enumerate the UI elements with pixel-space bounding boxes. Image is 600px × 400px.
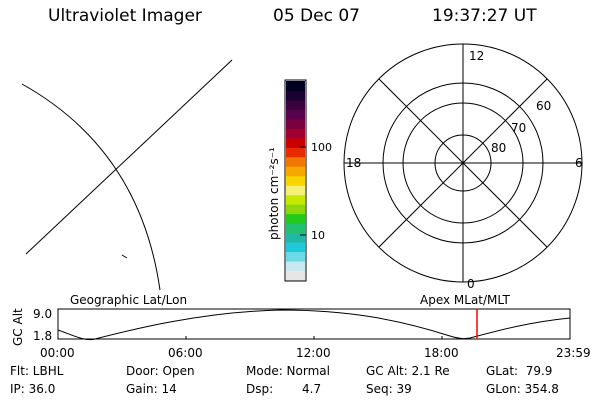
dsp-label: Dsp: — [246, 382, 274, 396]
color-bar — [286, 81, 305, 281]
color-bar-tick-high-label: 100 — [311, 141, 332, 154]
lat-label-70: 70 — [511, 121, 526, 135]
mode-status: Mode: Normal — [246, 364, 330, 378]
instrument-title: Ultraviolet Imager — [48, 6, 202, 26]
color-bar-swatch — [286, 194, 305, 205]
color-bar-unit-label: photon cm⁻²s⁻¹ — [267, 147, 281, 240]
color-bar-swatch — [286, 261, 305, 272]
geographic-grid-arc — [21, 83, 161, 291]
x-tick-1200: 12:00 — [296, 346, 331, 360]
color-bar-swatch — [286, 213, 305, 224]
color-bar-swatch — [286, 185, 305, 196]
time-label: 19:37:27 UT — [432, 6, 537, 26]
color-bar-swatch — [286, 242, 305, 253]
color-bar-swatch — [286, 204, 305, 215]
color-bar-swatch — [286, 137, 305, 148]
mlt-label-0: 0 — [467, 277, 475, 291]
color-bar-swatch — [286, 251, 305, 262]
timeline-x-ticks — [185, 336, 443, 339]
x-tick-2359: 23:59 — [556, 346, 591, 360]
glon-status: GLon: 354.8 — [486, 382, 559, 396]
polar-plot — [343, 43, 583, 283]
lat-label-80: 80 — [491, 141, 506, 155]
color-bar-swatch — [286, 223, 305, 234]
color-bar-swatch — [286, 232, 305, 243]
color-bar-swatch — [286, 270, 305, 281]
y-tick-low: 1.8 — [33, 329, 52, 343]
color-bar-tick-low-label: 10 — [311, 229, 325, 242]
x-tick-0000: 00:00 — [40, 346, 75, 360]
ip-status: IP: 36.0 — [10, 382, 56, 396]
y-axis-label: GC Alt — [11, 308, 25, 346]
geographic-grid-line — [25, 59, 233, 255]
color-bar-frame — [284, 79, 307, 282]
color-bar-swatch — [286, 166, 305, 177]
seq-status: Seq: 39 — [366, 382, 412, 396]
color-bar-swatch — [286, 81, 305, 91]
altitude-curve — [57, 309, 571, 341]
x-tick-0600: 06:00 — [168, 346, 203, 360]
door-status: Door: Open — [126, 364, 195, 378]
date-label: 05 Dec 07 — [273, 6, 360, 26]
lat-label-60: 60 — [536, 99, 551, 113]
timeline-left-title: Geographic Lat/Lon — [70, 293, 187, 307]
color-bar-swatch — [286, 109, 305, 120]
gain-status: Gain: 14 — [126, 382, 177, 396]
glat-status: GLat: 79.9 — [486, 364, 553, 378]
mlt-label-6: 6 — [575, 156, 583, 170]
filter-status: Flt: LBHL — [10, 364, 64, 378]
mlt-label-12: 12 — [469, 49, 484, 63]
timeline-right-title: Apex MLat/MLT — [420, 293, 510, 307]
color-bar-swatch — [286, 90, 305, 101]
color-bar-swatch — [286, 147, 305, 158]
gc-alt-status: GC Alt: 2.1 Re — [366, 364, 450, 378]
color-bar-swatch — [286, 99, 305, 110]
color-bar-swatch — [286, 118, 305, 129]
y-tick-high: 9.0 — [33, 307, 52, 321]
x-tick-1800: 18:00 — [424, 346, 459, 360]
map-fragment — [121, 254, 128, 259]
mlt-label-18: 18 — [346, 156, 361, 170]
color-bar-swatch — [286, 156, 305, 167]
timeline-frame — [57, 308, 571, 340]
dsp-value: 4.7 — [302, 382, 322, 396]
color-bar-swatch — [286, 128, 305, 139]
color-bar-swatch — [286, 175, 305, 186]
